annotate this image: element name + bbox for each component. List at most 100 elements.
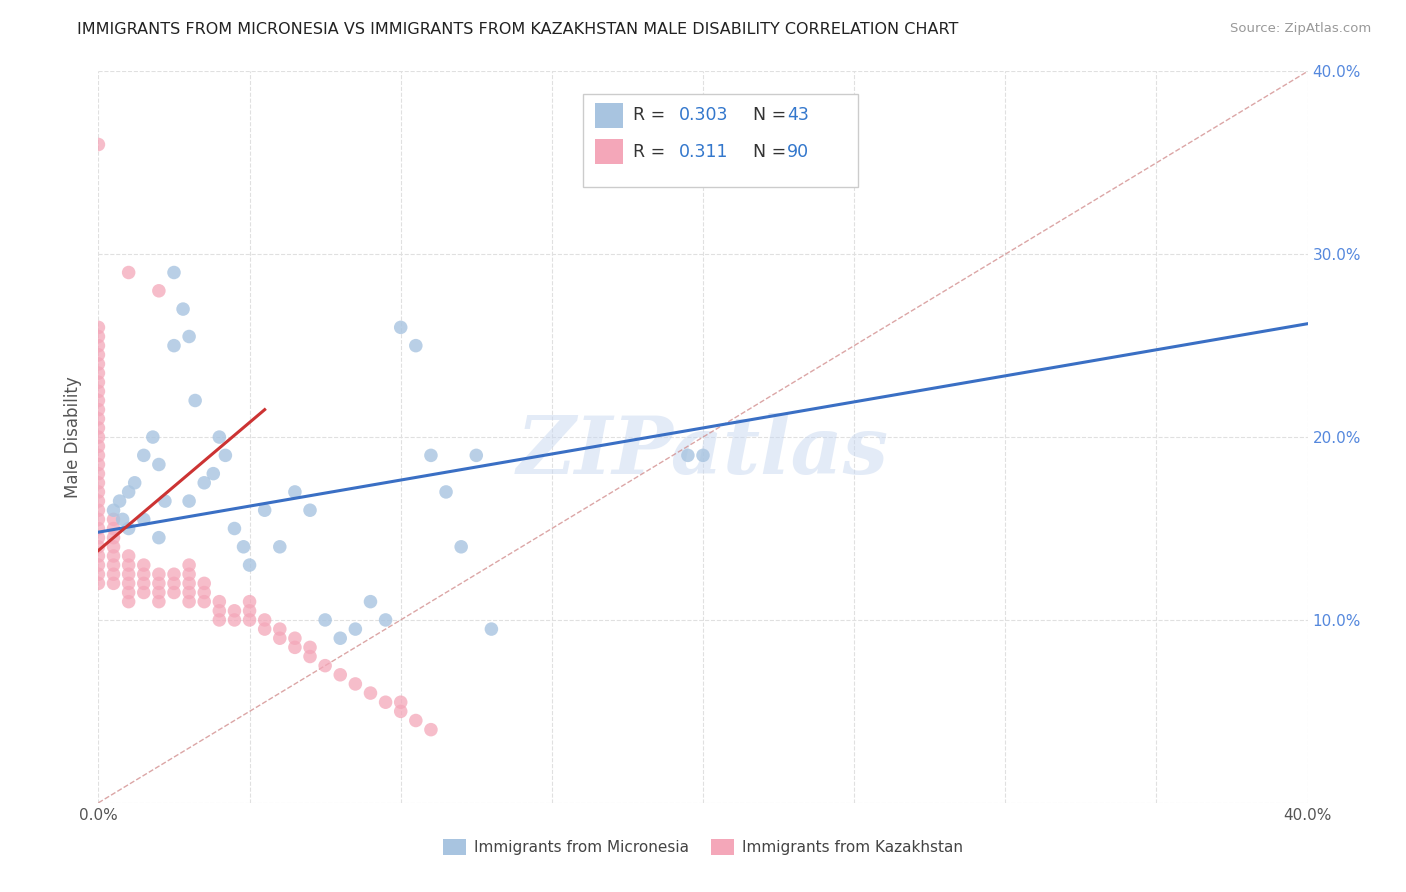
Point — [269, 622, 291, 636]
Text: N =: N = — [742, 143, 792, 161]
Point — [179, 567, 201, 582]
Point — [405, 714, 427, 728]
Point — [224, 613, 246, 627]
Point — [118, 521, 141, 535]
Point — [269, 632, 291, 646]
Point — [465, 448, 488, 462]
Point — [344, 677, 367, 691]
Point — [179, 558, 201, 573]
Point — [118, 567, 141, 582]
Point — [239, 604, 262, 618]
Text: ZIPatlas: ZIPatlas — [517, 413, 889, 491]
Point — [329, 632, 352, 646]
Point — [87, 549, 110, 563]
Point — [481, 622, 503, 636]
Point — [87, 576, 110, 591]
Point — [87, 531, 110, 545]
Point — [132, 576, 155, 591]
Point — [239, 558, 262, 573]
Text: 0.311: 0.311 — [679, 143, 728, 161]
Point — [692, 448, 714, 462]
Point — [87, 357, 110, 371]
Point — [118, 549, 141, 563]
Point — [389, 695, 412, 709]
Point — [314, 658, 336, 673]
Point — [87, 384, 110, 399]
Point — [87, 521, 110, 535]
Text: Source: ZipAtlas.com: Source: ZipAtlas.com — [1230, 22, 1371, 36]
Point — [87, 485, 110, 500]
Point — [202, 467, 225, 481]
Point — [299, 649, 322, 664]
Point — [193, 576, 215, 591]
Point — [374, 613, 396, 627]
Point — [87, 567, 110, 582]
Point — [118, 558, 141, 573]
Point — [232, 540, 254, 554]
Point — [148, 585, 170, 599]
Point — [405, 338, 427, 352]
Point — [420, 448, 443, 462]
Point — [87, 393, 110, 408]
Text: R =: R = — [633, 106, 671, 124]
Point — [87, 475, 110, 490]
Point — [118, 266, 141, 280]
Point — [148, 594, 170, 608]
Point — [374, 695, 396, 709]
Point — [118, 585, 141, 599]
Point — [108, 494, 131, 508]
Text: R =: R = — [633, 143, 676, 161]
Point — [163, 576, 186, 591]
Point — [360, 594, 382, 608]
Point — [148, 458, 170, 472]
Point — [208, 604, 231, 618]
Point — [87, 402, 110, 417]
Point — [87, 366, 110, 380]
Point — [389, 705, 412, 719]
Point — [269, 540, 291, 554]
Point — [299, 503, 322, 517]
Point — [132, 512, 155, 526]
Point — [142, 430, 165, 444]
Point — [148, 576, 170, 591]
Point — [148, 567, 170, 582]
Point — [87, 439, 110, 453]
Point — [87, 375, 110, 389]
Point — [184, 393, 207, 408]
Point — [87, 329, 110, 343]
Point — [87, 348, 110, 362]
Point — [179, 329, 201, 343]
Point — [103, 567, 125, 582]
Point — [179, 585, 201, 599]
Point — [239, 594, 262, 608]
Point — [284, 485, 307, 500]
Text: N =: N = — [742, 106, 792, 124]
Point — [103, 521, 125, 535]
Point — [163, 567, 186, 582]
Point — [103, 576, 125, 591]
Point — [344, 622, 367, 636]
Point — [153, 494, 176, 508]
Point — [87, 512, 110, 526]
Text: 43: 43 — [787, 106, 810, 124]
Point — [111, 512, 134, 526]
Point — [87, 458, 110, 472]
Point — [193, 594, 215, 608]
Point — [253, 613, 276, 627]
Point — [87, 448, 110, 462]
Point — [253, 503, 276, 517]
Point — [103, 531, 125, 545]
Point — [87, 494, 110, 508]
Point — [329, 667, 352, 681]
Legend: Immigrants from Micronesia, Immigrants from Kazakhstan: Immigrants from Micronesia, Immigrants f… — [437, 833, 969, 861]
Point — [87, 421, 110, 435]
Point — [193, 475, 215, 490]
Point — [179, 494, 201, 508]
Point — [214, 448, 236, 462]
Text: 90: 90 — [787, 143, 810, 161]
Point — [132, 558, 155, 573]
Point — [103, 549, 125, 563]
Text: IMMIGRANTS FROM MICRONESIA VS IMMIGRANTS FROM KAZAKHSTAN MALE DISABILITY CORRELA: IMMIGRANTS FROM MICRONESIA VS IMMIGRANTS… — [77, 22, 959, 37]
Point — [172, 301, 194, 317]
Point — [434, 485, 457, 500]
